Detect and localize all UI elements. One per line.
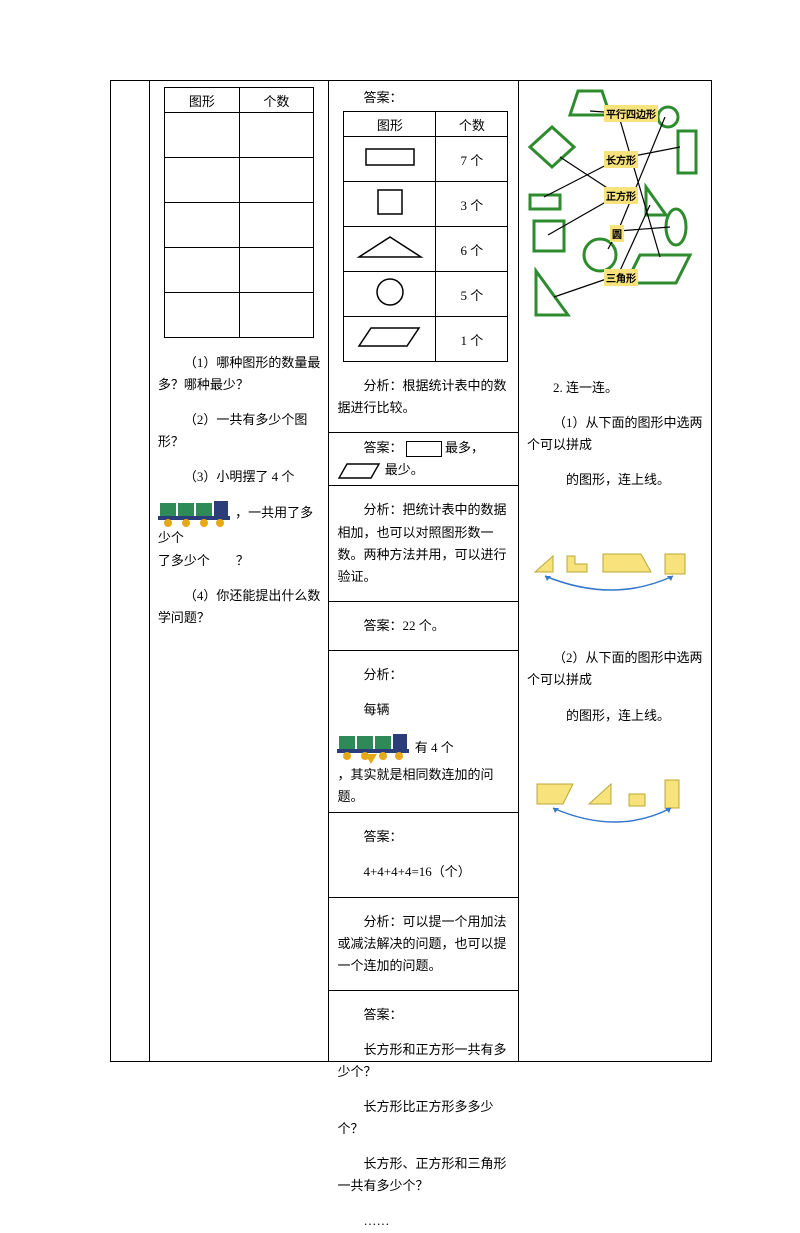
rectangle-icon: [360, 145, 420, 169]
pair-diagram-1: [533, 544, 703, 594]
question-4: （4）你还能提出什么数学问题？: [158, 585, 321, 629]
truck-icon: [158, 501, 232, 527]
label-rectangle: 长方形: [604, 151, 638, 168]
answer-4b: 长方形和正方形一共有多少个？: [337, 1039, 510, 1083]
answer-4e: ……: [337, 1210, 510, 1232]
answer-2: 答案：22 个。: [337, 615, 510, 637]
column-exercises: 图形 个数 （1）哪种图形的数量最多？哪种最少？ （2）一共有多少个图形？ （3…: [150, 81, 330, 1061]
analysis-2: 分析：把统计表中的数据相加，也可以对照图形数一数。两种方法并用，可以进行验证。: [337, 499, 510, 587]
question-2-1: （1）从下面的图形中选两个可以拼成: [527, 412, 703, 456]
truck-icon: [337, 734, 411, 764]
left-stub: [111, 81, 150, 1061]
answer-3b: 4+4+4+4=16（个）: [337, 861, 510, 883]
question-2-title: 2. 连一连。: [527, 377, 703, 399]
analysis-3b: 每辆: [337, 699, 510, 721]
label-square: 正方形: [604, 187, 638, 204]
question-1: （1）哪种图形的数量最多？哪种最少？: [158, 352, 321, 396]
column-matching: 平行四边形 长方形 正方形 圆 三角形 2. 连一连。 （1）从下面的图形中选两…: [519, 81, 711, 1061]
question-3: （3）小明摆了 4 个: [158, 466, 321, 488]
shape-match-diagram: 平行四边形 长方形 正方形 圆 三角形: [530, 87, 700, 322]
triangle-icon: [355, 233, 425, 261]
square-icon: [360, 186, 420, 218]
analysis-4: 分析：可以提一个用加法或减法解决的问题，也可以提一个连加的问题。: [337, 911, 510, 977]
th-shape: 图形: [165, 88, 240, 113]
label-circle: 圆: [610, 225, 624, 242]
parallelogram-icon: [337, 462, 381, 480]
analysis-1: 分析：根据统计表中的数据进行比较。: [337, 375, 510, 419]
answer-3a: 答案：: [337, 826, 510, 848]
answer-4c: 长方形比正方形多多少个？: [337, 1096, 510, 1140]
th-count: 个数: [239, 88, 314, 113]
answer-4d: 长方形、正方形和三角形一共有多少个？: [337, 1153, 510, 1197]
answer-shape-table: 图形 个数 7 个 3 个 6 个 5 个: [343, 111, 508, 362]
answer-label: 答案：: [337, 87, 510, 109]
question-2: （2）一共有多少个图形？: [158, 409, 321, 453]
pair-diagram-2: [533, 774, 703, 830]
column-answers: 答案： 图形 个数 7 个 3 个 6 个: [329, 81, 519, 1061]
circle-icon: [360, 276, 420, 308]
label-triangle: 三角形: [604, 269, 638, 286]
answer-1: 答案： 最多，: [337, 437, 510, 459]
blank-shape-table: 图形 个数: [164, 87, 314, 338]
rectangle-icon: [406, 441, 442, 457]
main-table: 图形 个数 （1）哪种图形的数量最多？哪种最少？ （2）一共有多少个图形？ （3…: [110, 80, 712, 1062]
analysis-3a: 分析：: [337, 664, 510, 686]
question-2-2: （2）从下面的图形中选两个可以拼成: [527, 647, 703, 691]
parallelogram-icon: [355, 324, 425, 350]
label-parallelogram: 平行四边形: [604, 105, 658, 122]
answer-4a: 答案：: [337, 1004, 510, 1026]
